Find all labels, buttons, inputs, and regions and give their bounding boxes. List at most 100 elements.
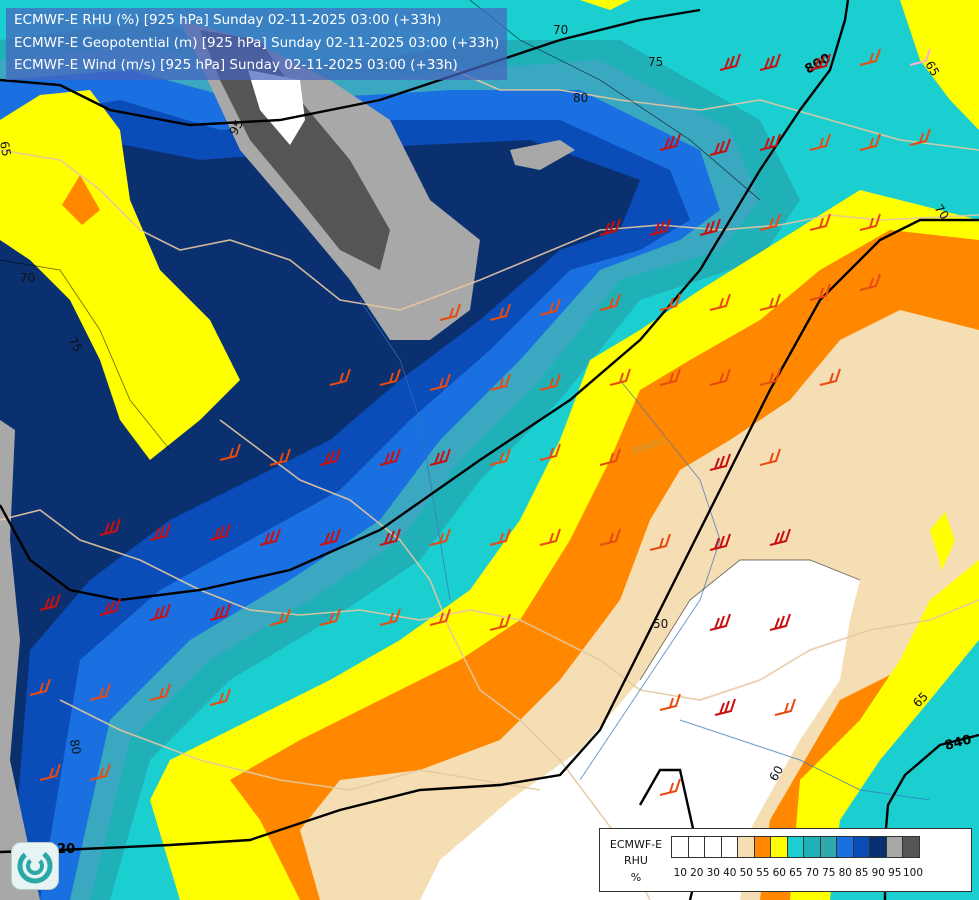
wind-barb (39, 763, 61, 781)
legend-swatch (869, 836, 887, 858)
wind-barb (489, 528, 511, 546)
legend-swatch (720, 836, 738, 858)
wind-barb (269, 608, 291, 626)
wind-barb (429, 373, 451, 391)
wind-barb (809, 53, 831, 71)
swirl-logo-icon (17, 848, 53, 884)
wind-barb (489, 303, 511, 321)
legend-tick-label: 85 (855, 867, 869, 879)
wind-barb (819, 368, 841, 386)
legend-tick-label: 30 (706, 867, 720, 879)
legend-tick-label: 95 (888, 867, 902, 879)
wind-barb (209, 523, 231, 541)
wind-barb (649, 533, 671, 551)
wind-barb (909, 48, 931, 66)
wind-barb (759, 293, 781, 311)
wind-barb (709, 138, 731, 156)
wind-barb (659, 778, 681, 796)
legend-tick-label: 75 (822, 867, 836, 879)
legend-swatch (687, 836, 705, 858)
rh-55-patch-east (930, 512, 955, 570)
legend-tick-label: 80 (838, 867, 852, 879)
title-wind: ECMWF-E Wind (m/s) [925 hPa] Sunday 02-1… (14, 57, 458, 73)
legend-tick-label: 40 (723, 867, 737, 879)
wind-barb (329, 368, 351, 386)
contour-label: 70 (553, 23, 568, 37)
wind-barb (859, 133, 881, 151)
wind-barb (859, 273, 881, 291)
rh-60-area-northeast (900, 0, 979, 130)
wind-barb (909, 128, 931, 146)
wind-barb (719, 53, 741, 71)
legend-swatch (753, 836, 771, 858)
contour-label: 60 (766, 763, 786, 783)
wind-barb (759, 368, 781, 386)
wind-barb (774, 698, 796, 716)
contour-label: 50 (653, 617, 668, 631)
wind-barb (379, 368, 401, 386)
wind-barb (429, 448, 451, 466)
wind-barb (659, 693, 681, 711)
wind-barb (429, 608, 451, 626)
contour-label: 840 (943, 732, 973, 754)
title-geopotential: ECMWF-E Geopotential (m) [925 hPa] Sunda… (14, 34, 500, 51)
legend-swatch (704, 836, 722, 858)
rh-95-area-west (0, 420, 40, 900)
rh-55-area-west (62, 175, 100, 225)
wind-barb (99, 598, 121, 616)
contour-label: 80 (67, 738, 83, 755)
rh-white-gap (248, 70, 305, 145)
rh-60-area-west (0, 90, 240, 460)
color-legend: ECMWF-E RHU % 10 20 30 40 50 55 60 65 70 75 80 85 90… (599, 828, 972, 892)
wind-barbs (29, 48, 931, 796)
legend-model: ECMWF-E (609, 838, 663, 851)
wind-barb (714, 698, 736, 716)
contour-label: 75 (648, 55, 663, 69)
wind-barb (659, 133, 681, 151)
legend-swatch (803, 836, 821, 858)
wind-barb (539, 298, 561, 316)
rh-100-area (200, 30, 390, 270)
wind-barb (29, 678, 51, 696)
provider-logo (11, 842, 59, 890)
wind-barb (99, 518, 121, 536)
wind-barb (649, 218, 671, 236)
rh-60-area-north (580, 0, 630, 10)
wind-barb (709, 453, 731, 471)
wind-barb (859, 48, 881, 66)
legend-swatch (902, 836, 920, 858)
legend-parameter: RHU (624, 854, 648, 867)
wind-barb (269, 448, 291, 466)
wind-barb (599, 528, 621, 546)
contour-label: 80 (573, 91, 588, 105)
wind-barb (439, 303, 461, 321)
wind-barb (599, 218, 621, 236)
wind-barb (709, 533, 731, 551)
wind-barb (759, 213, 781, 231)
legend-swatch (671, 836, 689, 858)
legend-tick-label: 20 (690, 867, 704, 879)
legend-tick-label: 90 (871, 867, 885, 879)
contour-labels: 70 75 80 95 70 75 65 65 70 50 60 65 80 8… (0, 23, 973, 857)
wind-barb (709, 613, 731, 631)
legend-tick-label: 55 (756, 867, 770, 879)
legend-ticks: 10 20 30 40 50 55 60 65 70 75 80 85 90 95 100 (672, 867, 923, 879)
wind-barb (489, 613, 511, 631)
legend-swatch (737, 836, 755, 858)
legend-tick-label: 10 (673, 867, 687, 879)
wind-barb (319, 528, 341, 546)
legend-swatch (836, 836, 854, 858)
wind-barb (859, 213, 881, 231)
wind-barb (379, 528, 401, 546)
legend-tick-label: 50 (739, 867, 753, 879)
wind-barb (39, 593, 61, 611)
wind-barb (759, 133, 781, 151)
wind-barb (709, 368, 731, 386)
wind-barb (319, 448, 341, 466)
wind-barb (209, 603, 231, 621)
wind-barb (759, 53, 781, 71)
wind-barb (709, 293, 731, 311)
wind-barb (539, 373, 561, 391)
wind-barb (89, 763, 111, 781)
